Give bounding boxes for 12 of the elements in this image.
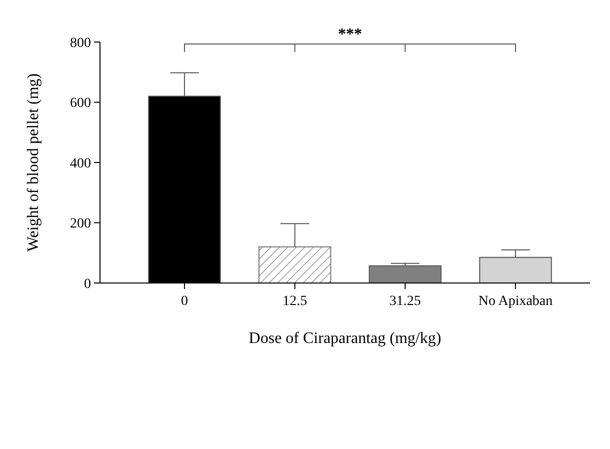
y-tick-label: 0 xyxy=(84,276,91,292)
annotation: *** xyxy=(338,26,362,43)
x-tick-label: No Apixaban xyxy=(478,294,553,309)
y-tick-label: 800 xyxy=(70,36,91,51)
x-tick-label: 0 xyxy=(180,294,188,309)
y-axis-title: Weight of blood pellet (mg) xyxy=(25,73,42,252)
y-tick-label: 200 xyxy=(70,216,91,232)
y-tick-label: 400 xyxy=(70,156,91,172)
y-tick-label: 600 xyxy=(70,96,91,112)
x-tick-label: 12.5 xyxy=(282,294,308,309)
x-tick-label: 31.25 xyxy=(389,294,421,309)
x-axis-title: Dose of Ciraparantag (mg/kg) xyxy=(248,330,442,347)
